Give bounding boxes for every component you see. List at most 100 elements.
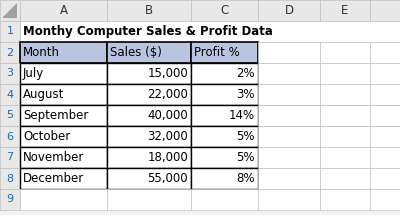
Text: 15,000: 15,000 [147,67,188,80]
Bar [191,168,258,189]
Polygon shape [2,3,17,18]
Bar [258,0,320,21]
Bar [191,105,258,126]
Text: September: September [23,109,88,122]
Bar [107,0,191,21]
Bar [0,84,20,105]
Bar [370,105,400,126]
Text: 5%: 5% [236,130,255,143]
Bar [258,189,320,210]
Text: E: E [341,4,349,17]
Bar [320,189,370,210]
Text: 18,000: 18,000 [147,151,188,164]
Bar [107,147,191,168]
Bar [0,42,20,63]
Bar [0,189,20,210]
Bar [0,21,20,42]
Text: August: August [23,88,64,101]
Bar [20,105,107,126]
Bar [20,189,107,210]
Text: 3%: 3% [236,88,255,101]
Bar [370,147,400,168]
Text: Profit %: Profit % [194,46,240,59]
Bar [320,105,370,126]
Bar [191,84,258,105]
Bar [258,168,320,189]
Bar [191,126,258,147]
Bar [320,147,370,168]
Bar [191,189,258,210]
Text: 2: 2 [6,48,14,57]
Bar [20,0,107,21]
Bar [370,168,400,189]
Bar [0,63,20,84]
Text: July: July [23,67,44,80]
Text: 55,000: 55,000 [147,172,188,185]
Text: 3: 3 [6,69,14,78]
Bar [0,0,20,21]
Bar [107,189,191,210]
Bar [320,168,370,189]
Bar [191,42,258,63]
Text: 4: 4 [6,89,14,100]
Text: October: October [23,130,70,143]
Bar [191,0,258,21]
Bar [191,63,258,84]
Text: November: November [23,151,84,164]
Bar [258,105,320,126]
Bar [370,63,400,84]
Bar [320,42,370,63]
Bar [0,105,20,126]
Bar [191,147,258,168]
Bar [370,189,400,210]
Bar [258,126,320,147]
Bar [107,84,191,105]
Bar [107,168,191,189]
Text: 14%: 14% [229,109,255,122]
Bar [107,63,191,84]
Bar [370,0,400,21]
Text: Monthy Computer Sales & Profit Data: Monthy Computer Sales & Profit Data [23,25,273,38]
Text: 6: 6 [6,132,14,141]
Text: 8%: 8% [236,172,255,185]
Text: 1: 1 [6,26,14,37]
Text: D: D [284,4,294,17]
Bar [20,84,107,105]
Text: A: A [60,4,68,17]
Bar [20,42,107,63]
Text: 40,000: 40,000 [147,109,188,122]
Text: 9: 9 [6,195,14,204]
Bar [370,42,400,63]
Text: 8: 8 [6,174,14,183]
Text: 5%: 5% [236,151,255,164]
Text: C: C [220,4,229,17]
Text: 2%: 2% [236,67,255,80]
Bar [20,126,107,147]
Bar [258,63,320,84]
Bar [107,105,191,126]
Bar [107,42,191,63]
Text: Sales ($): Sales ($) [110,46,162,59]
Text: B: B [145,4,153,17]
Bar [20,63,107,84]
Text: 22,000: 22,000 [147,88,188,101]
Bar [370,126,400,147]
Bar [258,84,320,105]
Bar [20,21,400,42]
Bar [320,0,370,21]
Bar [258,147,320,168]
Bar [20,168,107,189]
Bar [320,126,370,147]
Text: 32,000: 32,000 [147,130,188,143]
Bar [0,168,20,189]
Bar [20,147,107,168]
Bar [258,42,320,63]
Text: 5: 5 [6,111,14,120]
Bar [320,63,370,84]
Bar [107,126,191,147]
Bar [370,84,400,105]
Bar [0,147,20,168]
Text: Month: Month [23,46,60,59]
Bar [320,84,370,105]
Text: 7: 7 [6,152,14,163]
